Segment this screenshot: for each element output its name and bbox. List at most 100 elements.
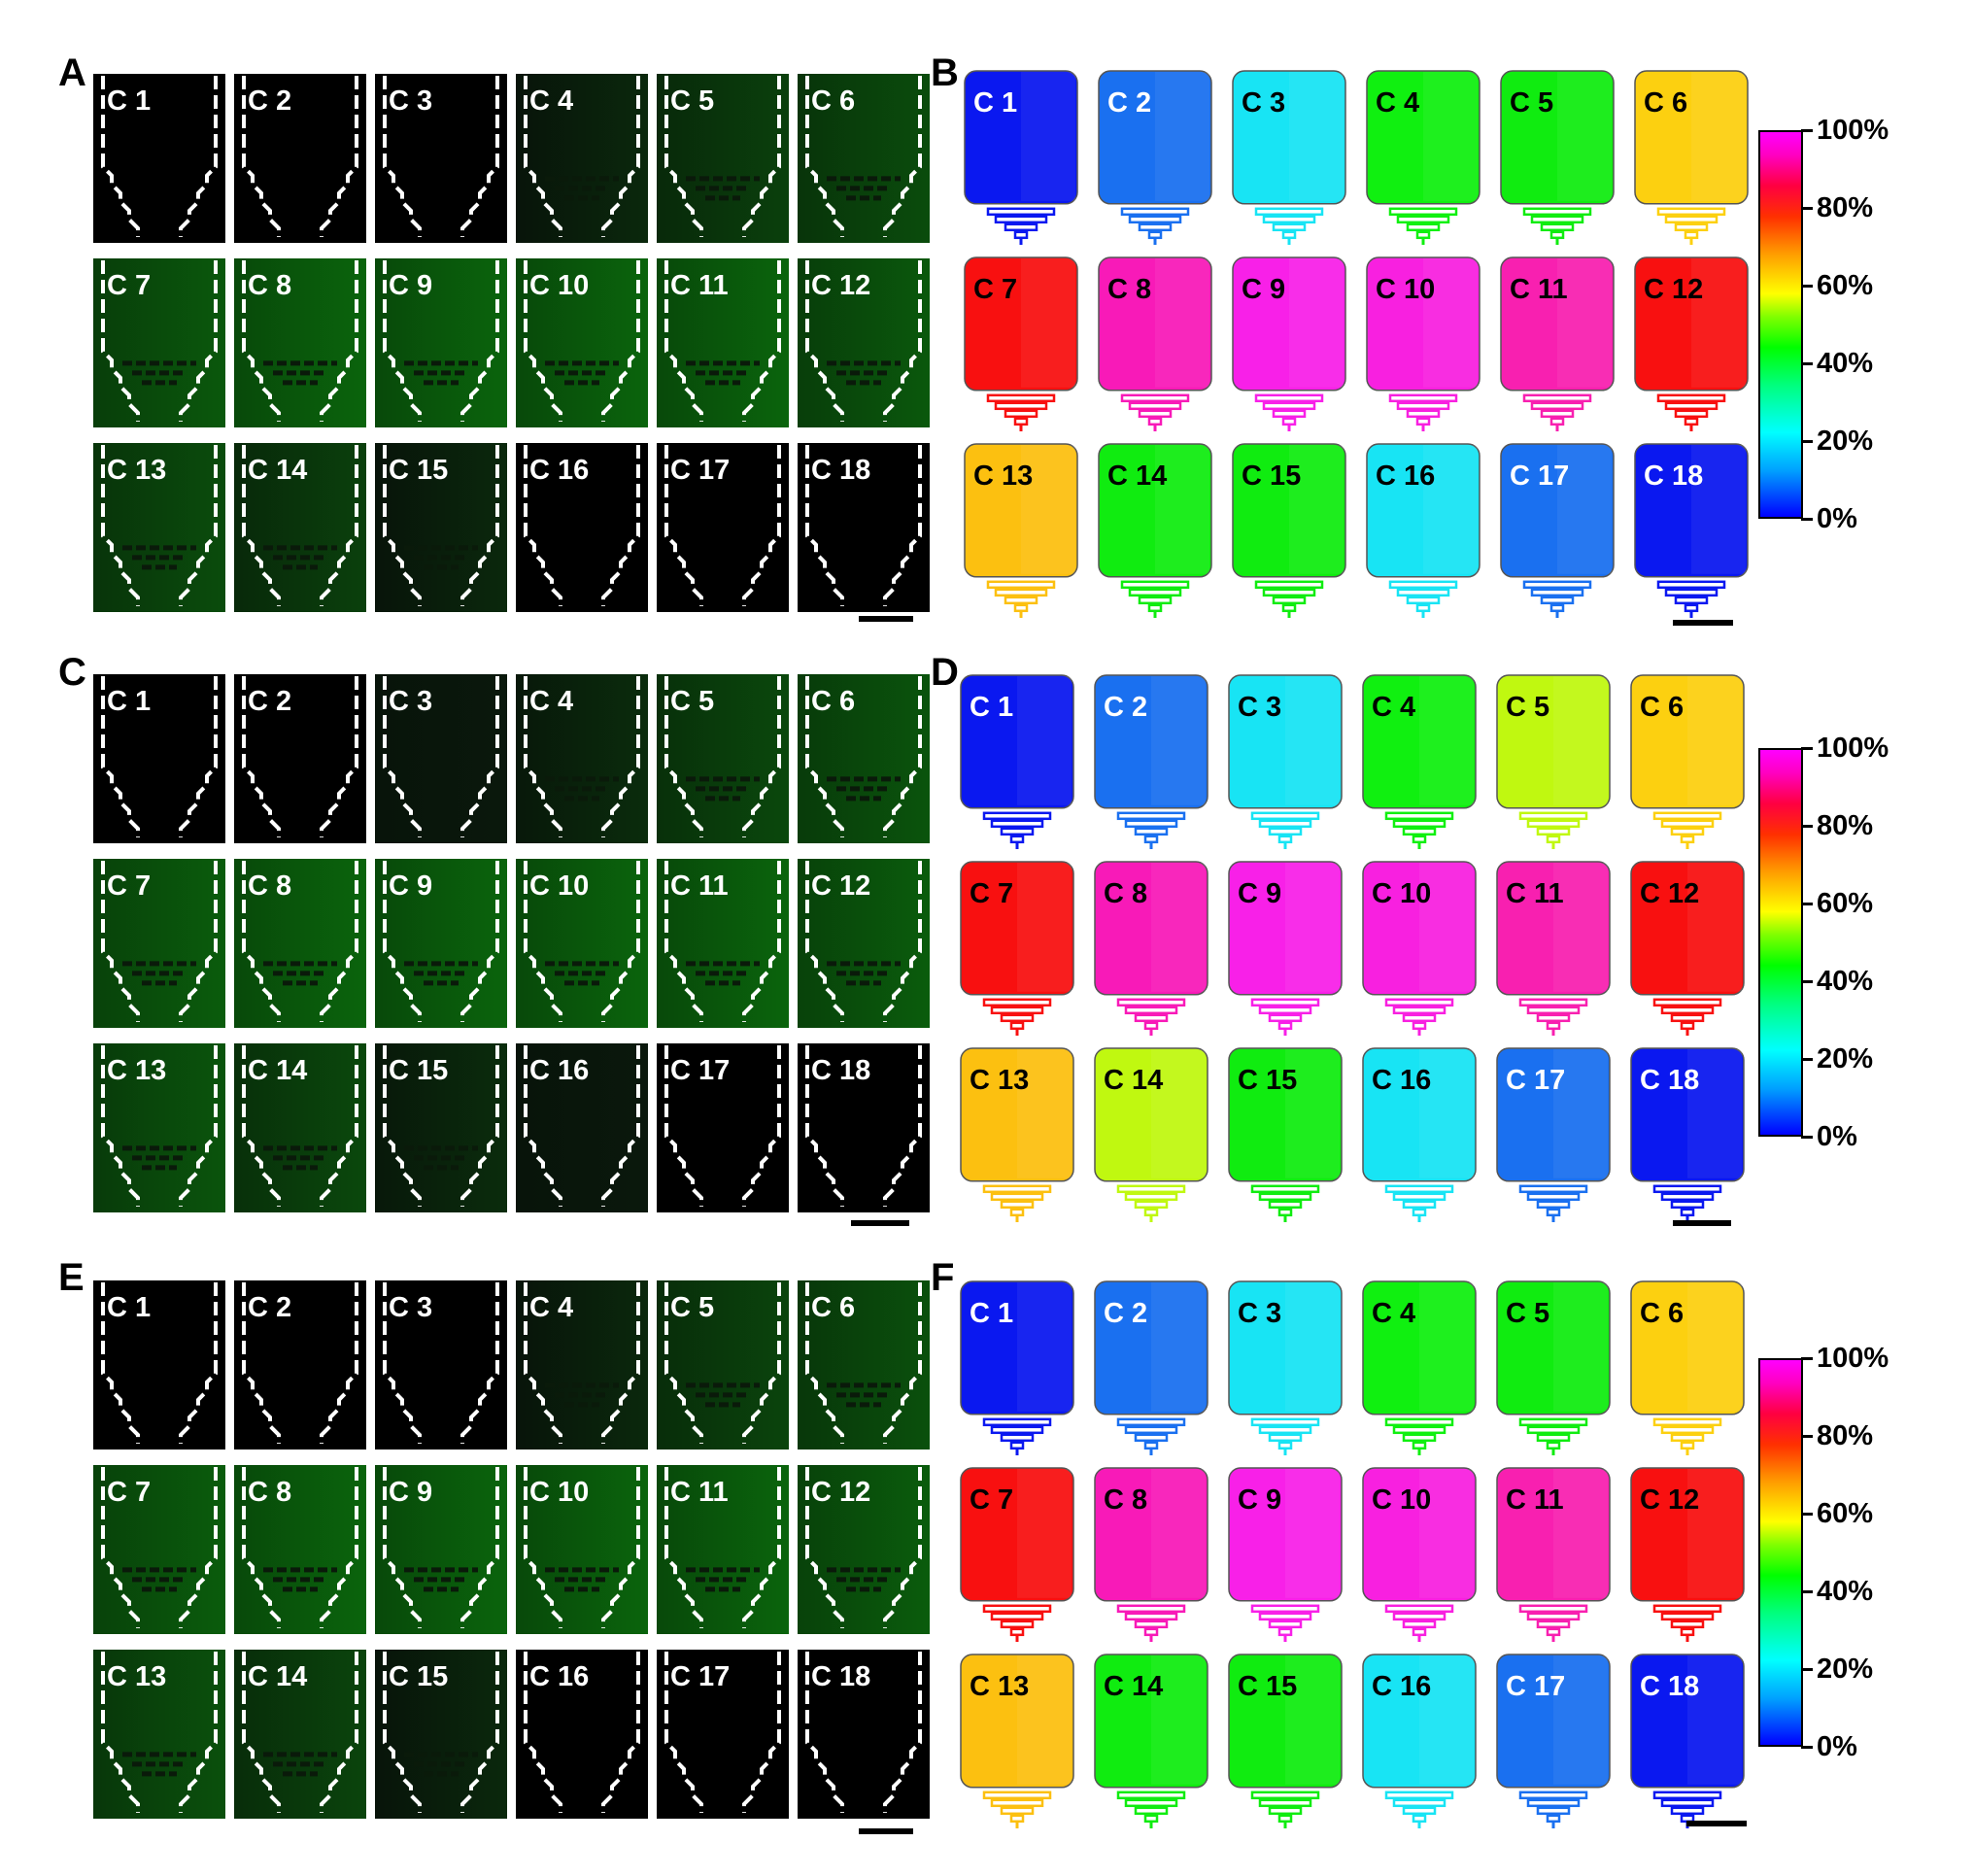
heatmap-chamber: C 13 [960,1654,1074,1828]
chamber-heatmap [1098,256,1212,431]
chamber-label: C 3 [1238,692,1282,723]
chamber-label: C 1 [970,1298,1014,1329]
chamber-label: C 10 [1376,274,1436,305]
chamber-label: C 12 [811,870,871,902]
fluorescence-chamber: C 6 [798,1280,930,1450]
chamber-label: C 5 [670,1292,715,1323]
scale-bar-c [851,1220,909,1226]
heatmap-chamber: C 16 [1366,443,1480,618]
colorbar-tick [1801,518,1813,521]
chamber-image [516,74,648,243]
colorbar-tick [1801,980,1813,983]
colorbar-tick-label: 100% [1817,1343,1889,1374]
colorbar-tick-label: 0% [1817,1121,1857,1152]
chamber-heatmap [1232,443,1346,618]
colorbar-tick [1801,1435,1813,1438]
heatmap-chamber: C 3 [1228,674,1343,849]
chamber-heatmap [960,1047,1074,1222]
colorbar-tick-label: 20% [1817,1043,1874,1074]
chamber-label: C 8 [248,1477,292,1508]
chamber-label: C 18 [811,1661,871,1692]
chamber-label: C 10 [529,870,590,902]
chamber-label: C 2 [248,1292,292,1323]
chamber-label: C 8 [1107,274,1152,305]
heatmap-chamber: C 14 [1094,1047,1208,1222]
chamber-label: C 18 [1640,1671,1700,1702]
chamber-heatmap [1630,674,1745,849]
chamber-image [234,1280,366,1450]
chamber-label: C 15 [389,1661,449,1692]
fluorescence-chamber: C 15 [375,1043,507,1212]
chamber-label: C 16 [529,1055,590,1086]
chamber-image [516,1280,648,1450]
fluorescence-chamber: C 12 [798,258,930,427]
chamber-image [516,1043,648,1212]
chamber-label: C 17 [1506,1065,1566,1096]
heatmap-chamber: C 14 [1094,1654,1208,1828]
fluorescence-chamber: C 14 [234,1650,366,1819]
fluorescence-chamber: C 3 [375,74,507,243]
chamber-label: C 13 [973,460,1034,492]
colorbar-tick [1801,903,1813,905]
fluorescence-chamber: C 10 [516,258,648,427]
chamber-label: C 1 [107,1292,152,1323]
chamber-label: C 3 [389,686,433,717]
chamber-image [657,1650,789,1819]
colorbar-tick-label: 0% [1817,503,1857,534]
colorbar-tick-label: 40% [1817,348,1874,379]
fluorescence-chamber: C 7 [93,1465,225,1634]
chamber-image [375,1280,507,1450]
chamber-label: C 8 [1104,878,1148,909]
chamber-label: C 5 [1510,87,1554,119]
scale-bar-d [1673,1220,1731,1226]
chamber-label: C 9 [389,1477,433,1508]
colorbar-gradient [1758,1358,1803,1747]
chamber-label: C 4 [1376,87,1420,119]
chamber-label: C 16 [529,455,590,486]
fluorescence-chamber: C 5 [657,1280,789,1450]
heatmap-chamber: C 7 [964,256,1078,431]
chamber-label: C 5 [1506,1298,1550,1329]
fluorescence-chamber: C 1 [93,674,225,843]
heatmap-chamber: C 7 [960,861,1074,1036]
heatmap-chamber: C 3 [1232,70,1346,245]
chamber-label: C 5 [670,686,715,717]
chamber-heatmap [1362,1654,1477,1828]
fluorescence-chamber: C 2 [234,74,366,243]
chamber-image [375,1650,507,1819]
fluorescence-chamber: C 16 [516,1043,648,1212]
heatmap-chamber: C 5 [1496,1280,1611,1455]
fluorescence-chamber: C 13 [93,443,225,612]
panel-letter-e: E [58,1256,85,1299]
chamber-heatmap [1630,1047,1745,1222]
fluorescence-chamber: C 8 [234,859,366,1028]
chamber-image [93,1043,225,1212]
colorbar-tick [1801,362,1813,365]
chamber-heatmap [1496,1467,1611,1642]
fluorescence-chamber: C 17 [657,443,789,612]
chamber-heatmap [1496,674,1611,849]
chamber-label: C 1 [107,686,152,717]
heatmap-chamber: C 16 [1362,1047,1477,1222]
fluorescence-chamber: C 5 [657,74,789,243]
heatmap-chamber: C 18 [1634,443,1749,618]
chamber-label: C 18 [811,1055,871,1086]
fluorescence-chamber: C 16 [516,1650,648,1819]
chamber-label: C 3 [389,1292,433,1323]
fluorescence-chamber: C 2 [234,674,366,843]
fluorescence-chamber: C 11 [657,859,789,1028]
colorbar-tick-label: 60% [1817,1498,1874,1529]
chamber-label: C 2 [248,686,292,717]
chamber-label: C 7 [107,1477,152,1508]
colorbar-gradient [1758,748,1803,1137]
chamber-heatmap [1500,443,1615,618]
heatmap-chamber: C 17 [1500,443,1615,618]
chamber-label: C 12 [811,270,871,301]
chamber-label: C 9 [1238,878,1282,909]
heatmap-chamber: C 5 [1496,674,1611,849]
chamber-label: C 10 [529,270,590,301]
chamber-image [516,1465,648,1634]
chamber-heatmap [1496,861,1611,1036]
chamber-label: C 10 [529,1477,590,1508]
chamber-label: C 7 [970,1484,1014,1516]
